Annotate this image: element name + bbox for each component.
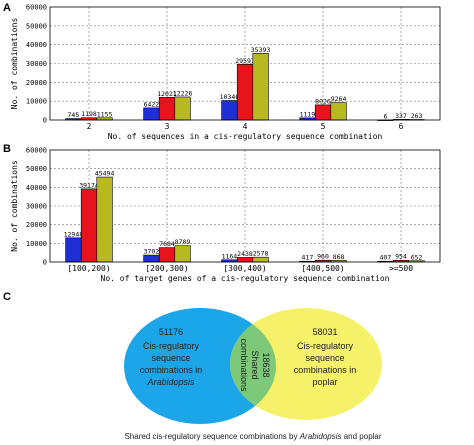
venn-right-line-2: sequence bbox=[305, 353, 344, 363]
chart-b-ytick-label: 0 bbox=[43, 259, 47, 267]
chart-b-data-label: 12948 bbox=[64, 230, 84, 238]
venn-right-line-3: combinations in bbox=[294, 365, 357, 375]
venn-overlap-line-2: combinations bbox=[239, 338, 249, 392]
chart-a-bar bbox=[174, 96, 191, 121]
chart-b-bar bbox=[143, 254, 160, 263]
chart-b-data-label: 407 bbox=[380, 254, 392, 262]
chart-b-bar bbox=[80, 188, 98, 263]
chart-a-frame bbox=[49, 6, 441, 121]
chart-b-ytick-label: 30000 bbox=[26, 203, 47, 211]
chart-b-data-label: 39174 bbox=[79, 181, 99, 189]
venn-left-species: Arabidopsis bbox=[146, 377, 195, 387]
chart-a-xtick-label: 2 bbox=[87, 122, 92, 131]
chart-b-bar bbox=[252, 256, 269, 263]
chart-a-data-label: 1198 bbox=[81, 110, 97, 118]
venn-right-line-4: poplar bbox=[312, 377, 337, 387]
chart-a-data-label: 8026 bbox=[315, 97, 331, 105]
chart-b-ytick-label: 20000 bbox=[26, 221, 47, 229]
chart-a-bar bbox=[158, 97, 176, 121]
chart-b-data-label: 954 bbox=[395, 253, 407, 261]
venn-overlap-count: 18638 bbox=[261, 352, 271, 377]
chart-a-data-label: 29597 bbox=[235, 57, 255, 65]
chart-b-data-label: 1164 bbox=[222, 252, 238, 260]
chart-a-bar bbox=[252, 53, 269, 121]
chart-b-data-label: 960 bbox=[317, 253, 329, 261]
chart-a-data-label: 6 bbox=[383, 112, 387, 120]
chart-a-bar bbox=[236, 63, 254, 121]
chart-b-xtick-label: [300,400) bbox=[223, 264, 266, 273]
chart-a-ytick-label: 0 bbox=[43, 117, 47, 125]
chart-a-data-label: 12226 bbox=[173, 89, 193, 97]
chart-b-xlabel: No. of target genes of a cis-regulatory … bbox=[101, 274, 390, 283]
chart-a-xtick-label: 5 bbox=[321, 122, 326, 131]
chart-a-data-label: 35393 bbox=[251, 46, 271, 54]
chart-a-ytick-label: 10000 bbox=[26, 98, 47, 106]
venn-overlap-line-1: Shared bbox=[250, 350, 260, 379]
chart-a-ytick-label: 30000 bbox=[26, 60, 47, 68]
chart-a-data-label: 337 bbox=[395, 112, 407, 120]
chart-b-data-label: 45494 bbox=[95, 170, 115, 178]
venn-left-circle bbox=[124, 308, 276, 424]
chart-a-data-label: 1155 bbox=[97, 110, 113, 118]
chart-b-ytick-label: 40000 bbox=[26, 184, 47, 192]
chart-b-data-label: 2438 bbox=[237, 250, 253, 258]
venn-diagram: 51176 Cis-regulatory sequence combinatio… bbox=[124, 308, 382, 441]
chart-b-xtick-label: [400,500) bbox=[301, 264, 344, 273]
chart-b-data-label: 2578 bbox=[253, 250, 269, 258]
chart-b-frame bbox=[49, 149, 441, 263]
chart-b-data-label: 652 bbox=[411, 253, 423, 261]
chart-b-data-label: 868 bbox=[333, 253, 345, 261]
chart-a-xlabel: No. of sequences in a cis-regulatory seq… bbox=[108, 132, 383, 141]
chart-a-data-label: 263 bbox=[411, 112, 423, 120]
chart-a-data-label: 1119 bbox=[300, 110, 316, 118]
chart-a-xtick-label: 3 bbox=[165, 122, 170, 131]
venn-left-count: 51176 bbox=[159, 327, 183, 337]
chart-b-ytick-label: 10000 bbox=[26, 240, 47, 248]
venn-right-line-1: Cis-regulatory bbox=[297, 341, 354, 351]
chart-b-bar bbox=[96, 176, 113, 263]
venn-left-line-3: combinations in bbox=[140, 365, 203, 375]
chart-b-bar bbox=[174, 245, 191, 263]
chart-a-ytick-label: 40000 bbox=[26, 41, 47, 49]
chart-a-ytick-label: 60000 bbox=[26, 4, 47, 12]
chart-b-ytick-label: 60000 bbox=[26, 147, 47, 155]
chart-a-ytick-label: 20000 bbox=[26, 79, 47, 87]
chart-a-data-label: 9264 bbox=[331, 95, 347, 103]
chart-b-xtick-label: >=500 bbox=[389, 264, 413, 273]
chart-b-data-label: 8709 bbox=[175, 238, 191, 246]
venn-left-line-2: sequence bbox=[151, 353, 190, 363]
panel-letter-b: B bbox=[3, 143, 11, 155]
chart-a-data-label: 745 bbox=[68, 111, 80, 119]
panel-letter-c: C bbox=[3, 291, 11, 303]
chart-b: 0 10000 20000 30000 40000 50000 60000 12948 3702… bbox=[10, 147, 441, 283]
venn-right-circle bbox=[230, 308, 382, 420]
chart-b-ylabel: No. of combinations bbox=[10, 160, 19, 252]
chart-a-bar bbox=[314, 104, 332, 121]
chart-a-data-label: 6422 bbox=[144, 100, 160, 108]
panel-letter-a: A bbox=[3, 2, 11, 14]
chart-b-data-label: 3702 bbox=[144, 248, 160, 256]
chart-b-data-label: 7684 bbox=[159, 240, 175, 248]
chart-b-xtick-label: [200,300) bbox=[145, 264, 188, 273]
chart-b-ytick-label: 50000 bbox=[26, 165, 47, 173]
chart-b-bar bbox=[158, 247, 176, 263]
chart-a-xtick-label: 6 bbox=[399, 122, 404, 131]
venn-right-count: 58031 bbox=[312, 327, 337, 337]
chart-a-data-label: 10346 bbox=[220, 93, 240, 101]
chart-b-bar bbox=[236, 257, 254, 263]
chart-b-data-label: 417 bbox=[302, 254, 314, 262]
chart-a-data-label: 12021 bbox=[157, 90, 177, 98]
venn-left-line-1: Cis-regulatory bbox=[143, 341, 200, 351]
chart-a-ylabel: No. of combinations bbox=[10, 18, 19, 110]
chart-a-bar bbox=[143, 107, 160, 121]
chart-a-xtick-label: 4 bbox=[243, 122, 248, 131]
chart-b-xtick-label: [100,200) bbox=[67, 264, 110, 273]
chart-b-bar bbox=[65, 237, 82, 263]
chart-a-bar bbox=[221, 100, 238, 121]
chart-a: 0 10000 20000 30000 40000 50000 60000 745 6422 10… bbox=[10, 4, 441, 141]
chart-a-ytick-label: 50000 bbox=[26, 22, 47, 30]
chart-a-bar bbox=[330, 102, 347, 121]
venn-caption: Shared cis-regulatory sequence combinati… bbox=[124, 432, 381, 441]
